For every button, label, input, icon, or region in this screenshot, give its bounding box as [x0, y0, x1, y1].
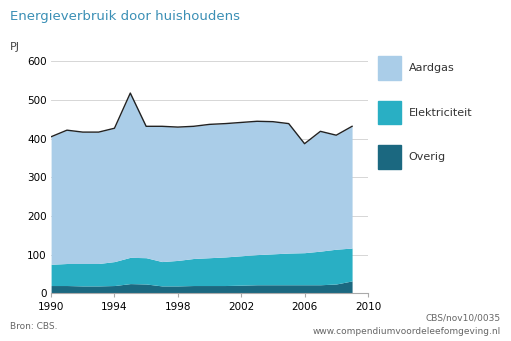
Text: Bron: CBS.: Bron: CBS.: [10, 322, 58, 331]
Text: Energieverbruik door huishoudens: Energieverbruik door huishoudens: [10, 10, 240, 23]
Text: Aardgas: Aardgas: [409, 63, 455, 73]
Text: Overig: Overig: [409, 152, 446, 162]
Text: CBS/nov10/0035: CBS/nov10/0035: [426, 313, 501, 322]
Text: Elektriciteit: Elektriciteit: [409, 107, 473, 118]
Text: www.compendiumvoordeleefomgeving.nl: www.compendiumvoordeleefomgeving.nl: [313, 327, 501, 336]
Text: PJ: PJ: [10, 42, 20, 52]
